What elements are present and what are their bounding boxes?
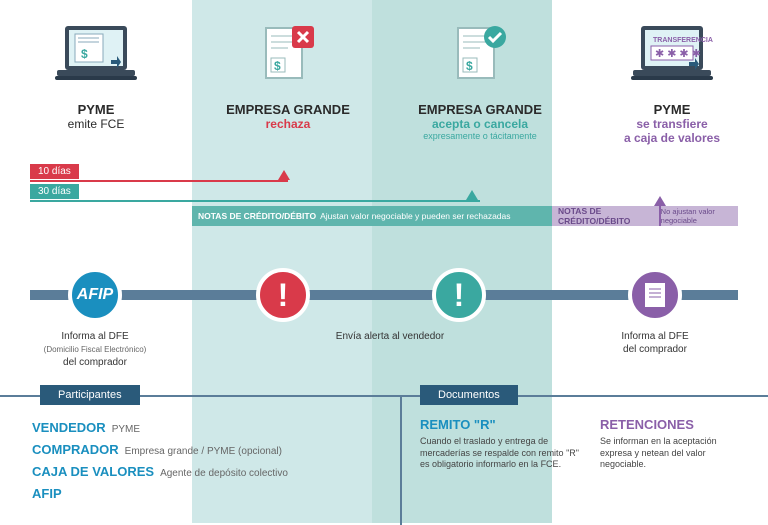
badge-10dias: 10 días xyxy=(30,164,79,179)
doc-reject-icon: $ xyxy=(258,18,318,96)
doc-retenciones: RETENCIONES Se informan en la aceptación… xyxy=(600,417,750,471)
doc-text: Se informan en la aceptación expresa y n… xyxy=(600,436,750,471)
node-doc-label: Informa al DFE del comprador xyxy=(565,330,745,356)
notes-teal: NOTAS DE CRÉDITO/DÉBITO Ajustan valor ne… xyxy=(192,206,552,226)
line-30dias xyxy=(30,200,480,202)
badge-30dias: 30 días xyxy=(30,184,79,199)
participantes-list: VENDEDORPYME COMPRADOREmpresa grande / P… xyxy=(32,417,288,505)
actor-subtitle: rechaza xyxy=(266,117,311,131)
notes-text: Ajustan valor negociable y pueden ser re… xyxy=(320,211,510,221)
node-alert-label: Envía alerta al vendedor xyxy=(290,330,490,343)
section-divider xyxy=(400,397,402,525)
svg-text:TRANSFERENCIA: TRANSFERENCIA xyxy=(653,37,713,44)
laptop-invoice-icon: $ xyxy=(51,18,141,96)
notes-label: NOTAS DE CRÉDITO/DÉBITO xyxy=(558,206,657,226)
doc-accept-icon: $ xyxy=(450,18,510,96)
actor-subtitle: se transfiere xyxy=(636,117,707,131)
doc-title: REMITO "R" xyxy=(420,417,580,432)
tab-documentos: Documentos xyxy=(420,385,518,405)
actor-subtitle: acepta o cancela xyxy=(432,117,528,131)
actor-subtitle: emite FCE xyxy=(68,117,125,131)
svg-text:$: $ xyxy=(466,59,473,73)
svg-text:✱✱✱✱: ✱✱✱✱ xyxy=(655,48,704,60)
doc-text: Cuando el traslado y entrega de mercader… xyxy=(420,436,580,471)
actors-row: $ PYME emite FCE $ EMPRESA GRANDE xyxy=(0,18,768,158)
actor-note: a caja de valores xyxy=(624,131,720,145)
actor-pyme-emite: $ PYME emite FCE xyxy=(0,18,192,158)
actor-title: PYME xyxy=(654,102,691,117)
notes-purple: NOTAS DE CRÉDITO/DÉBITO No ajustan valor… xyxy=(552,206,738,226)
node-doc-purple xyxy=(628,268,682,322)
node-alert-red: ! xyxy=(256,268,310,322)
arrow-10dias xyxy=(278,170,290,180)
node-alert-teal: ! xyxy=(432,268,486,322)
actor-grande-rechaza: $ EMPRESA GRANDE rechaza xyxy=(192,18,384,158)
actor-grande-acepta: $ EMPRESA GRANDE acepta o cancela expres… xyxy=(384,18,576,158)
notes-text: No ajustan valor negociable xyxy=(661,207,738,225)
arrow-30dias xyxy=(466,190,478,200)
actor-title: PYME xyxy=(78,102,115,117)
bottom-sections: Participantes Documentos VENDEDORPYME CO… xyxy=(0,395,768,523)
doc-title: RETENCIONES xyxy=(600,417,750,432)
tab-participantes: Participantes xyxy=(40,385,140,405)
actor-title: EMPRESA GRANDE xyxy=(226,102,350,117)
laptop-transfer-icon: TRANSFERENCIA ✱✱✱✱ xyxy=(627,18,717,96)
svg-text:$: $ xyxy=(81,47,88,61)
node-afip: AFIP xyxy=(68,268,122,322)
notes-label: NOTAS DE CRÉDITO/DÉBITO xyxy=(198,211,316,221)
line-10dias xyxy=(30,180,288,182)
actor-title: EMPRESA GRANDE xyxy=(418,102,542,117)
actor-note: expresamente o tácitamente xyxy=(423,131,537,141)
doc-remito: REMITO "R" Cuando el traslado y entrega … xyxy=(420,417,580,471)
arrow-purple-stem xyxy=(659,206,661,226)
svg-text:$: $ xyxy=(274,59,281,73)
node-afip-label: Informa al DFE (Domicilio Fiscal Electró… xyxy=(5,330,185,369)
arrow-purple xyxy=(654,196,666,206)
actor-pyme-transfiere: TRANSFERENCIA ✱✱✱✱ PYME se transfiere a … xyxy=(576,18,768,158)
